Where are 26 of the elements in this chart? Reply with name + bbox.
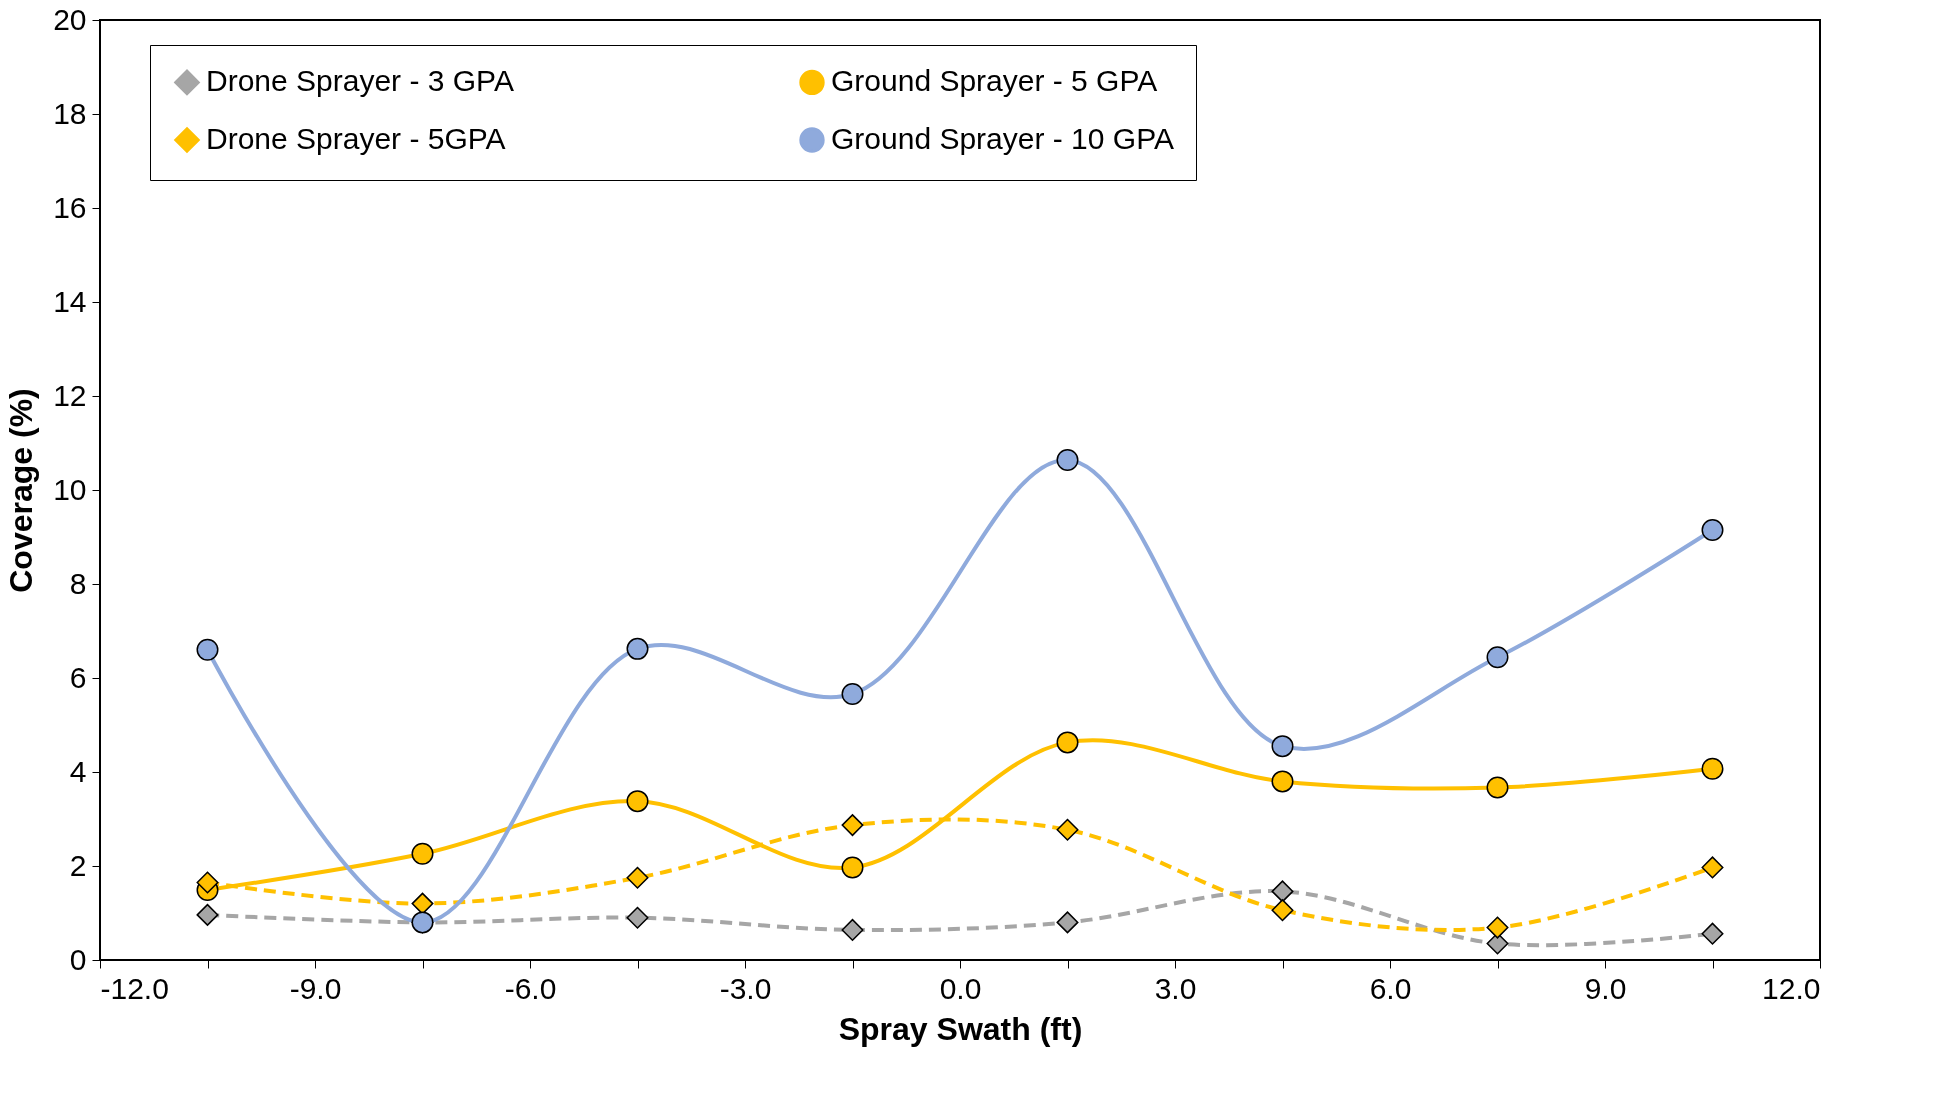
y-tick-label: 20 (53, 2, 87, 36)
y-tick-label: 2 (69, 848, 87, 882)
legend-label: Ground Sprayer - 5 GPA (831, 64, 1158, 98)
legend-label: Drone Sprayer - 3 GPA (206, 64, 514, 98)
y-tick-label: 0 (69, 942, 87, 976)
y-tick-label: 6 (69, 660, 87, 694)
x-tick-label: 9.0 (1584, 971, 1627, 1005)
x-tick-label: -12.0 (100, 971, 169, 1005)
x-tick-label: 0.0 (939, 971, 982, 1005)
x-tick-label: -3.0 (719, 971, 772, 1005)
y-tick-label: 4 (69, 754, 87, 788)
y-tick-label: 10 (53, 472, 87, 506)
y-tick-label: 8 (69, 566, 87, 600)
y-axis-title: Coverage (%) (3, 388, 40, 593)
y-tick-label: 18 (53, 96, 87, 130)
legend-label: Ground Sprayer - 10 GPA (831, 122, 1174, 155)
x-tick-label: 12.0 (1762, 971, 1821, 1005)
x-tick-label: -9.0 (289, 971, 342, 1005)
x-tick-label: 3.0 (1154, 971, 1197, 1005)
x-axis-title: Spray Swath (ft) (838, 1010, 1083, 1047)
y-tick-label: 16 (53, 190, 87, 224)
x-tick-label: 6.0 (1369, 971, 1412, 1005)
legend-label: Drone Sprayer - 5GPA (206, 122, 506, 155)
x-tick-label: -6.0 (504, 971, 557, 1005)
y-tick-label: 14 (53, 284, 87, 318)
y-tick-label: 12 (53, 378, 87, 412)
